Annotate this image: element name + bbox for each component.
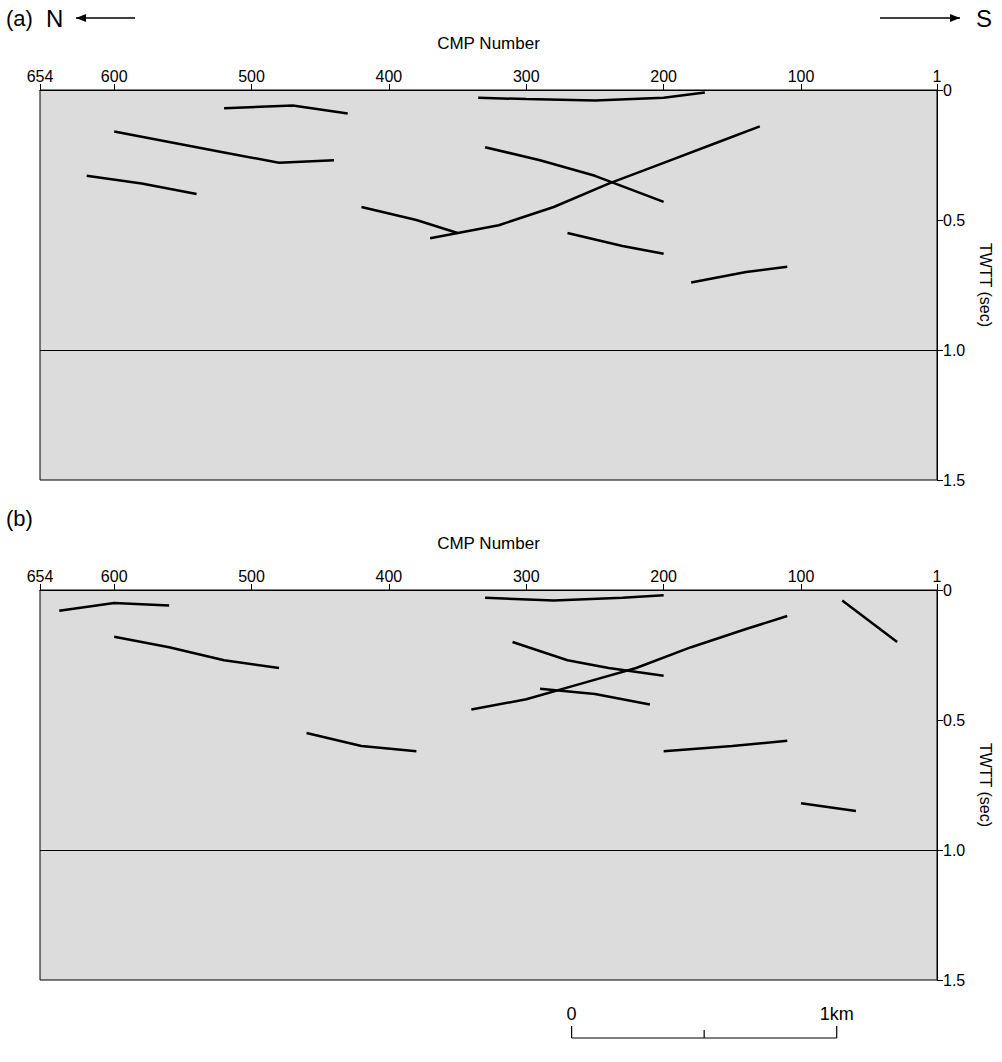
svg-text:0.5: 0.5 bbox=[943, 212, 965, 229]
svg-text:500: 500 bbox=[238, 68, 265, 85]
svg-text:600: 600 bbox=[101, 568, 128, 585]
svg-text:0.5: 0.5 bbox=[943, 712, 965, 729]
svg-text:CMP Number: CMP Number bbox=[437, 34, 540, 53]
svg-text:200: 200 bbox=[650, 568, 677, 585]
svg-text:1.0: 1.0 bbox=[943, 842, 965, 859]
svg-text:300: 300 bbox=[513, 568, 540, 585]
svg-text:S: S bbox=[976, 5, 992, 32]
svg-text:200: 200 bbox=[650, 68, 677, 85]
svg-text:1km: 1km bbox=[820, 1004, 854, 1024]
svg-text:500: 500 bbox=[238, 568, 265, 585]
svg-text:1.5: 1.5 bbox=[943, 972, 965, 989]
svg-text:400: 400 bbox=[376, 68, 403, 85]
svg-text:(a): (a) bbox=[6, 6, 33, 31]
svg-text:400: 400 bbox=[376, 568, 403, 585]
svg-text:TWTT (sec): TWTT (sec) bbox=[977, 243, 994, 327]
svg-text:1.5: 1.5 bbox=[943, 472, 965, 489]
svg-text:1: 1 bbox=[933, 568, 942, 585]
svg-text:654: 654 bbox=[27, 68, 54, 85]
svg-text:0: 0 bbox=[943, 582, 952, 599]
svg-text:1.0: 1.0 bbox=[943, 342, 965, 359]
svg-text:100: 100 bbox=[788, 568, 815, 585]
svg-text:0: 0 bbox=[943, 82, 952, 99]
svg-text:1: 1 bbox=[933, 68, 942, 85]
svg-text:CMP Number: CMP Number bbox=[437, 534, 540, 553]
svg-text:TWTT (sec): TWTT (sec) bbox=[977, 743, 994, 827]
svg-text:100: 100 bbox=[788, 68, 815, 85]
svg-text:600: 600 bbox=[101, 68, 128, 85]
svg-text:0: 0 bbox=[567, 1004, 577, 1024]
svg-text:300: 300 bbox=[513, 68, 540, 85]
svg-text:(b): (b) bbox=[6, 506, 33, 531]
svg-text:654: 654 bbox=[27, 568, 54, 585]
svg-text:N: N bbox=[46, 5, 63, 32]
